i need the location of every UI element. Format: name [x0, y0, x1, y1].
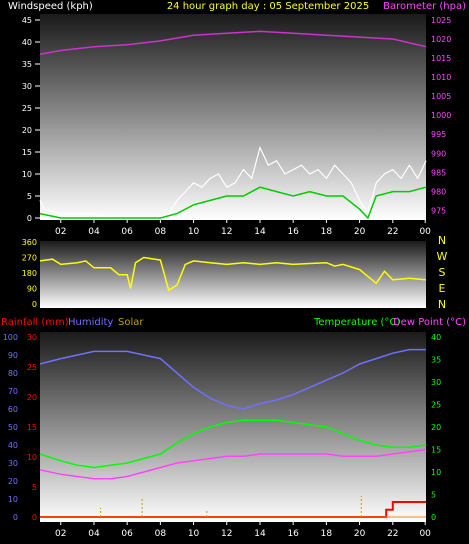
wind-y-tick-label: 25	[22, 104, 32, 113]
wind-y-tick-label: 40	[22, 38, 32, 47]
wind-x-tick-label: 06	[121, 227, 133, 237]
temperature-y-tick-label: 0	[431, 513, 436, 522]
temp-x-tick-label: 02	[55, 529, 66, 539]
wind-x-tick-label: 16	[287, 227, 299, 237]
wind-y-tick-label: 0	[27, 214, 32, 223]
rainfall-axis-title: Rainfall (mm)	[1, 317, 69, 328]
direction-y-tick-label: 180	[22, 269, 37, 278]
barometer-axis-title: Barometer (hpa)	[383, 1, 466, 12]
humidity-y-tick-label: 70	[8, 387, 18, 396]
compass-label: N	[438, 234, 446, 247]
wind-y-tick-label: 45	[22, 16, 32, 25]
wind-y-tick-label: 35	[22, 60, 32, 69]
temp-x-tick-label: 22	[387, 529, 398, 539]
wind-x-tick-label: 00	[419, 227, 431, 237]
windspeed-axis-title: Windspeed (kph)	[8, 1, 93, 12]
direction-line	[39, 256, 427, 292]
temp-x-tick-label: 18	[321, 529, 333, 539]
barometer-y-tick-label: 1005	[431, 92, 451, 101]
rainfall-y-tick-label: 5	[32, 483, 37, 492]
dewpoint-axis-title: Dew Point (°C)	[393, 317, 466, 328]
barometer-y-tick-label: 975	[431, 206, 446, 215]
wind-y-tick-label: 20	[22, 126, 32, 135]
wind-y-tick-label: 15	[22, 148, 32, 157]
compass-label: E	[439, 282, 446, 295]
wind-y-tick-label: 30	[22, 82, 32, 91]
direction-y-tick-label: 270	[22, 254, 37, 263]
wind-x-tick-label: 18	[321, 227, 333, 237]
humidity-y-tick-label: 10	[8, 495, 18, 504]
humidity-y-tick-label: 100	[3, 333, 18, 342]
rainfall-y-tick-label: 10	[27, 453, 37, 462]
wind-x-tick-label: 22	[387, 227, 398, 237]
humidity-y-tick-label: 80	[8, 369, 18, 378]
wind-x-tick-label: 10	[188, 227, 200, 237]
solar-axis-title: Solar	[118, 317, 144, 328]
humidity-y-tick-label: 50	[8, 423, 18, 432]
temperature-y-tick-label: 10	[431, 468, 441, 477]
temp-x-tick-label: 06	[121, 529, 133, 539]
barometer-y-tick-label: 1015	[431, 54, 451, 63]
direction-plot-area	[40, 241, 426, 308]
temp-x-tick-label: 08	[155, 529, 167, 539]
wind-plot-area	[40, 14, 426, 220]
barometer-y-tick-label: 985	[431, 168, 446, 177]
temp-x-tick-label: 20	[354, 529, 366, 539]
compass-label: S	[439, 266, 446, 279]
compass-label: N	[438, 298, 446, 311]
temperature-y-tick-label: 20	[431, 423, 441, 432]
wind-x-tick-label: 14	[254, 227, 266, 237]
temperature-y-tick-label: 5	[431, 491, 436, 500]
barometer-y-tick-label: 980	[431, 187, 446, 196]
temperature-y-tick-label: 15	[431, 446, 441, 455]
wind-y-tick-label: 10	[22, 170, 32, 179]
wind-x-tick-label: 20	[354, 227, 366, 237]
graph-title: 24 hour graph day : 05 September 2025	[167, 1, 369, 12]
humidity-y-tick-label: 20	[8, 477, 18, 486]
windspeed-average-line	[39, 186, 427, 220]
direction-y-tick-label: 0	[32, 300, 37, 309]
humidity-y-tick-label: 40	[8, 441, 18, 450]
barometer-y-tick-label: 1020	[431, 35, 451, 44]
barometer-y-tick-label: 1000	[431, 111, 451, 120]
humidity-y-tick-label: 60	[8, 405, 18, 414]
humidity-line	[39, 348, 426, 410]
rainfall-y-tick-label: 0	[32, 513, 37, 522]
barometer-y-tick-label: 995	[431, 130, 446, 139]
temperature-axis-title: Temperature (°C)	[313, 317, 400, 328]
temperature-y-tick-label: 30	[431, 378, 441, 387]
rainfall-y-tick-label: 15	[27, 423, 37, 432]
temp-x-tick-label: 12	[221, 529, 232, 539]
barometer-y-tick-label: 1025	[431, 16, 451, 25]
barometer-y-tick-label: 990	[431, 149, 446, 158]
temp-x-tick-label: 00	[419, 529, 431, 539]
wind-x-tick-label: 12	[221, 227, 232, 237]
wind-y-tick-label: 5	[27, 192, 32, 201]
humidity-y-tick-label: 90	[8, 351, 18, 360]
rainfall-y-tick-label: 25	[27, 363, 37, 372]
direction-y-tick-label: 360	[22, 238, 37, 247]
temp-x-tick-label: 10	[188, 529, 200, 539]
compass-label: W	[437, 250, 448, 263]
rainfall-y-tick-label: 20	[27, 393, 37, 402]
temp-x-tick-label: 04	[88, 529, 100, 539]
wind-x-tick-label: 08	[155, 227, 167, 237]
barometer-y-tick-label: 1010	[431, 73, 451, 82]
humidity-y-tick-label: 30	[8, 459, 18, 468]
direction-y-tick-label: 90	[27, 285, 37, 294]
rainfall-y-tick-label: 30	[27, 333, 37, 342]
wind-x-tick-label: 04	[88, 227, 100, 237]
temperature-y-tick-label: 40	[431, 333, 441, 342]
temperature-line	[39, 419, 427, 469]
barometer-line	[39, 30, 427, 56]
temperature-y-tick-label: 25	[431, 401, 441, 410]
humidity-y-tick-label: 0	[13, 513, 18, 522]
temperature-y-tick-label: 35	[431, 356, 441, 365]
temp-x-tick-label: 16	[287, 529, 299, 539]
wind-x-tick-label: 02	[55, 227, 66, 237]
humidity-axis-title: Humidity	[68, 317, 113, 328]
dewpoint-line	[39, 448, 427, 480]
temp-x-tick-label: 14	[254, 529, 266, 539]
